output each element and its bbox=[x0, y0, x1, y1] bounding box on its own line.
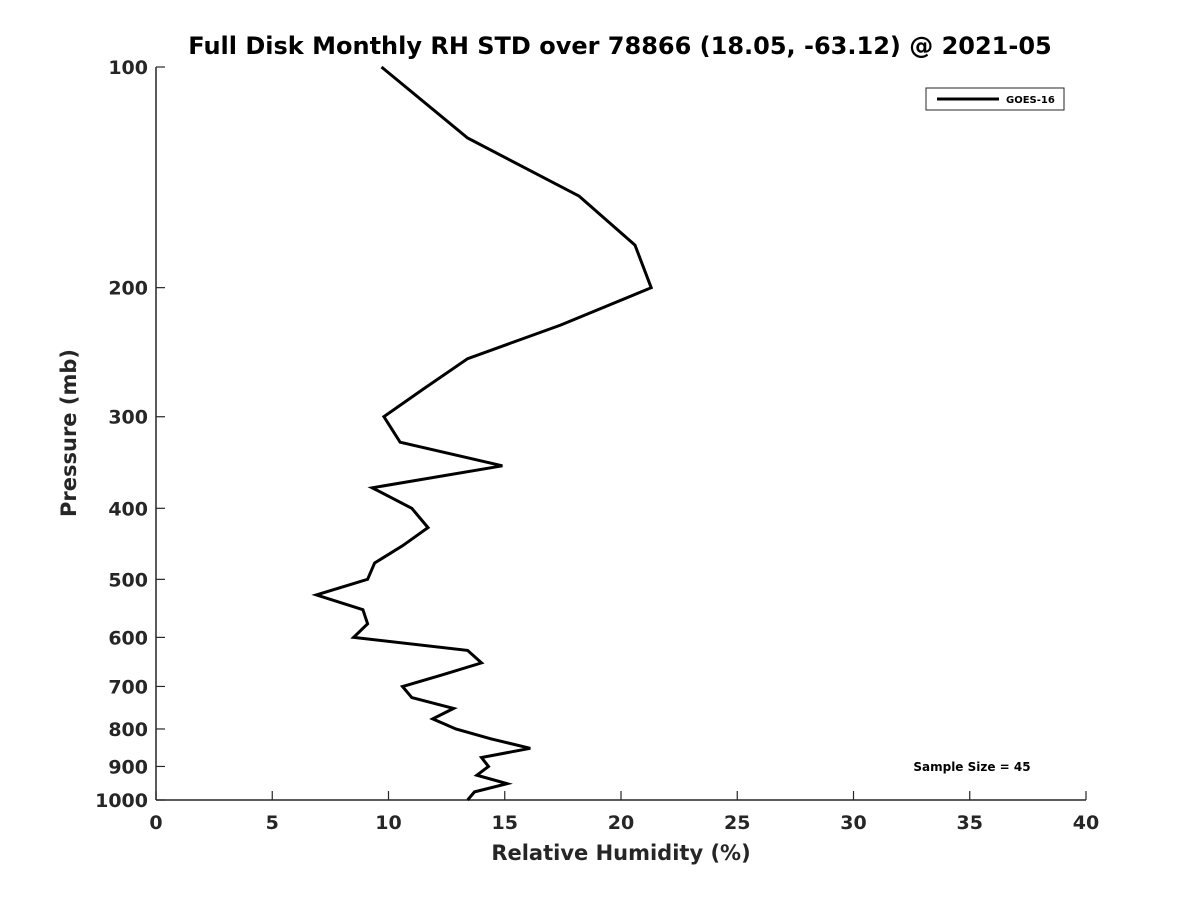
x-tick-label: 40 bbox=[1073, 812, 1099, 834]
y-tick-label: 600 bbox=[108, 627, 148, 649]
y-ticks: 100 200 300 400 500 600 700 800 900 1000 bbox=[95, 57, 165, 812]
y-tick-label: 800 bbox=[108, 719, 148, 741]
y-tick-label: 200 bbox=[108, 278, 148, 300]
series-layer bbox=[311, 65, 654, 801]
x-tick-label: 20 bbox=[608, 812, 634, 834]
legend: GOES-16 bbox=[925, 87, 1065, 111]
y-tick-label: 400 bbox=[108, 498, 148, 520]
y-tick-label: 1000 bbox=[95, 790, 148, 812]
y-axis-label: Pressure (mb) bbox=[57, 349, 81, 517]
x-tick-label: 10 bbox=[375, 812, 401, 834]
plot-area bbox=[156, 67, 1086, 800]
chart-title: Full Disk Monthly RH STD over 78866 (18.… bbox=[188, 32, 1051, 60]
series-line-goes-16 bbox=[311, 65, 654, 801]
y-tick-label: 700 bbox=[108, 676, 148, 698]
x-tick-label: 0 bbox=[149, 812, 162, 834]
x-tick-label: 25 bbox=[724, 812, 750, 834]
x-axis-label: Relative Humidity (%) bbox=[491, 841, 750, 865]
x-tick-label: 5 bbox=[266, 812, 279, 834]
y-tick-label: 300 bbox=[108, 407, 148, 429]
x-tick-label: 35 bbox=[957, 812, 983, 834]
legend-label-goes-16: GOES-16 bbox=[1006, 95, 1055, 106]
x-tick-label: 30 bbox=[840, 812, 866, 834]
x-tick-label: 15 bbox=[492, 812, 518, 834]
y-tick-label: 900 bbox=[108, 756, 148, 778]
sample-size-annotation: Sample Size = 45 bbox=[913, 760, 1030, 774]
y-tick-label: 500 bbox=[108, 569, 148, 591]
y-tick-label: 100 bbox=[108, 57, 148, 79]
x-ticks: 0 5 10 15 20 25 30 35 40 bbox=[149, 791, 1099, 834]
